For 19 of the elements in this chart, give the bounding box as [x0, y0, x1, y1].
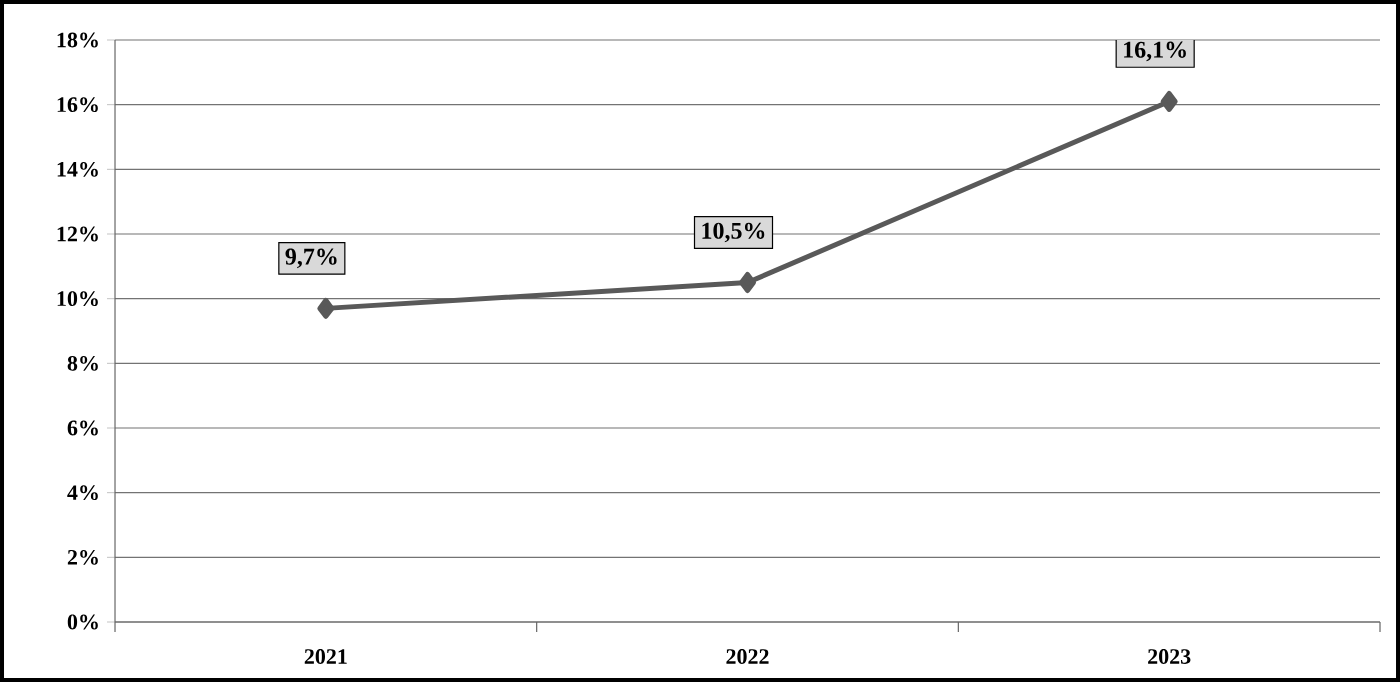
y-tick-label: 18%: [57, 32, 98, 48]
y-tick-label: 14%: [57, 161, 98, 177]
point: [739, 272, 757, 293]
y-tick-label: 6%: [67, 420, 98, 436]
y-tick-label: 10%: [57, 291, 98, 307]
y-tick-label: 4%: [67, 485, 98, 501]
data-label: 9,7%: [285, 248, 337, 269]
data-label: 16,1%: [1124, 41, 1186, 62]
point: [1160, 90, 1178, 112]
x-tick-label: 2022: [726, 649, 769, 664]
y-tick-label: 8%: [67, 355, 98, 371]
y-tick-label: 12%: [57, 226, 98, 242]
y-tick-label: 16%: [57, 97, 98, 113]
y-tick-label: 0%: [67, 614, 98, 630]
x-tick-label: 2021: [304, 649, 347, 664]
x-tick-label: 2023: [1148, 649, 1191, 664]
point: [317, 297, 335, 319]
data-label: 10,5%: [702, 222, 765, 243]
y-tick-label: 2%: [67, 549, 98, 565]
